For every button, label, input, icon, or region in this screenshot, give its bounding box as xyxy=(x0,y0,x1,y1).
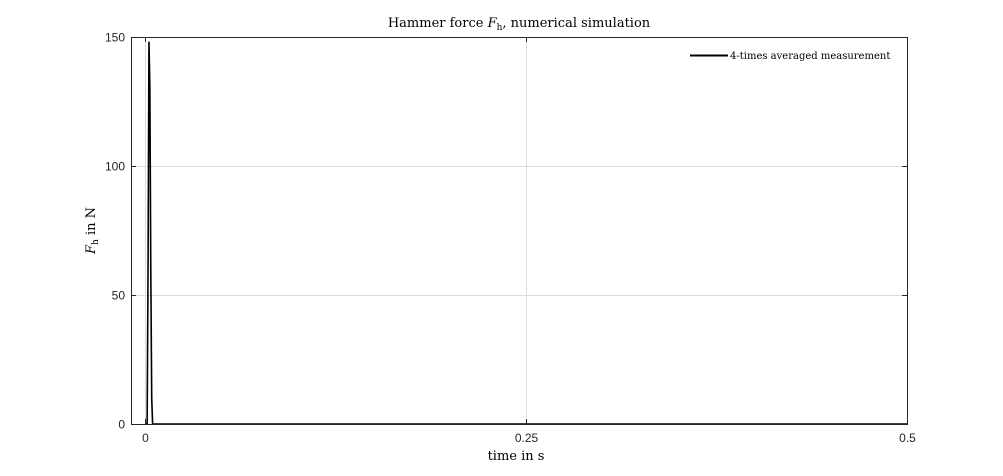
x-tick-label: 0.25 xyxy=(515,431,539,445)
chart-title: Hammer force Fh, numerical simulation xyxy=(388,16,651,33)
y-label-rest: in N xyxy=(84,207,99,239)
legend-label: 4-times averaged measurement xyxy=(730,51,890,62)
x-tick-label: 0 xyxy=(142,431,149,445)
y-tick-label: 150 xyxy=(105,31,125,45)
y-label-symbol: F xyxy=(84,244,99,255)
y-tick-label: 100 xyxy=(105,160,125,174)
title-main: Hammer force xyxy=(388,16,488,31)
axis-ticks xyxy=(131,37,908,425)
plot-frame xyxy=(131,37,908,425)
title-rest: , numerical simulation xyxy=(502,16,650,31)
y-axis-label: Fh in N xyxy=(84,207,101,255)
x-axis-label: time in s xyxy=(488,449,545,464)
y-label-subscript: h xyxy=(91,239,101,245)
legend: 4-times averaged measurement xyxy=(690,51,890,62)
title-subscript: h xyxy=(497,23,503,33)
x-tick-label: 0.5 xyxy=(899,431,916,445)
tick-labels: 0 0.25 0.5 0 50 100 150 xyxy=(105,31,916,446)
y-tick-label: 50 xyxy=(112,289,126,303)
plot-background xyxy=(131,37,907,424)
y-tick-label: 0 xyxy=(118,418,125,432)
title-symbol: F xyxy=(487,16,498,31)
